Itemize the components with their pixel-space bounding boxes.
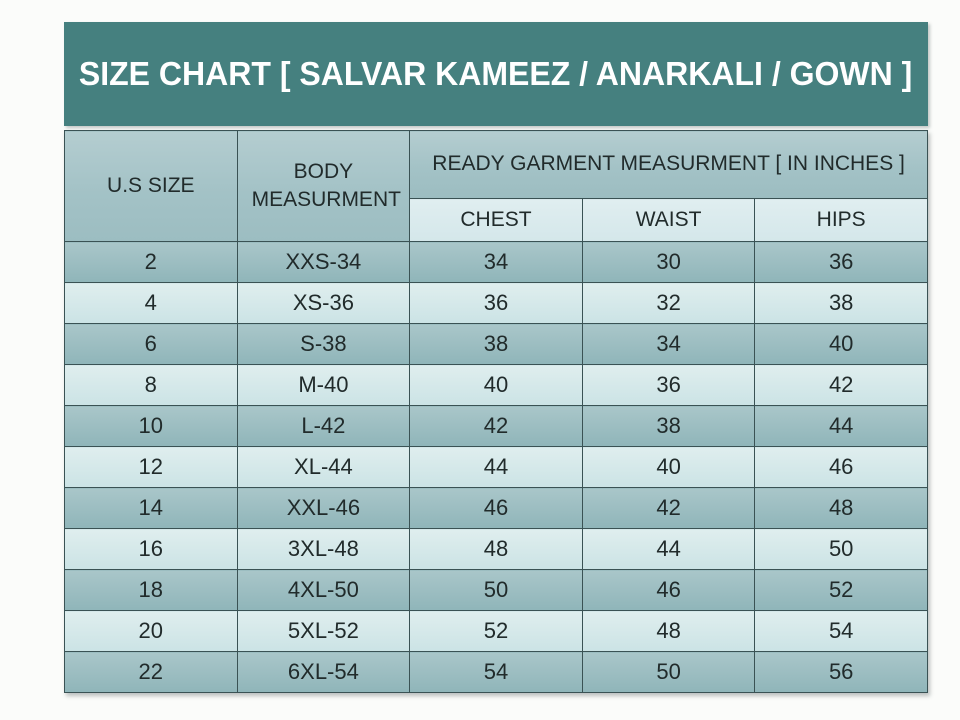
table-row: 14 XXL-46 46 42 48 bbox=[64, 487, 928, 529]
table-cell: L-42 bbox=[236, 405, 411, 447]
col-header-us-size: U.S SIZE bbox=[64, 130, 238, 242]
table-cell: XXS-34 bbox=[236, 241, 411, 283]
table-cell: 36 bbox=[409, 282, 583, 324]
table-cell: 50 bbox=[409, 569, 583, 611]
table-cell: 44 bbox=[581, 528, 756, 570]
table-cell: 12 bbox=[64, 446, 238, 488]
table-cell: 44 bbox=[409, 446, 583, 488]
table-header: U.S SIZE BODY MEASURMENT READY GARMENT M… bbox=[64, 130, 928, 242]
table-cell: 38 bbox=[581, 405, 756, 447]
table-cell: 34 bbox=[581, 323, 756, 365]
table-row: 6 S-38 38 34 40 bbox=[64, 323, 928, 365]
table-cell: 14 bbox=[64, 487, 238, 529]
table-row: 12 XL-44 44 40 46 bbox=[64, 446, 928, 488]
table-cell: 38 bbox=[754, 282, 928, 324]
size-chart-sheet: SIZE CHART [ SALVAR KAMEEZ / ANARKALI / … bbox=[64, 22, 928, 693]
table-cell: 40 bbox=[754, 323, 928, 365]
table-row: 16 3XL-48 48 44 50 bbox=[64, 528, 928, 570]
table-cell: 36 bbox=[754, 241, 928, 283]
table-cell: 22 bbox=[64, 651, 238, 693]
table-cell: 56 bbox=[754, 651, 928, 693]
col-header-hips: HIPS bbox=[754, 198, 928, 242]
table-row: 18 4XL-50 50 46 52 bbox=[64, 569, 928, 611]
table-row: 22 6XL-54 54 50 56 bbox=[64, 651, 928, 693]
table-cell: XXL-46 bbox=[236, 487, 411, 529]
table-cell: 4 bbox=[64, 282, 238, 324]
size-chart-table: U.S SIZE BODY MEASURMENT READY GARMENT M… bbox=[64, 130, 928, 693]
table-row: 2 XXS-34 34 30 36 bbox=[64, 241, 928, 283]
table-cell: 18 bbox=[64, 569, 238, 611]
table-cell: 3XL-48 bbox=[236, 528, 411, 570]
table-cell: 46 bbox=[754, 446, 928, 488]
table-cell: 6XL-54 bbox=[236, 651, 411, 693]
table-row: 20 5XL-52 52 48 54 bbox=[64, 610, 928, 652]
table-cell: 42 bbox=[409, 405, 583, 447]
table-cell: 30 bbox=[581, 241, 756, 283]
table-cell: 46 bbox=[581, 569, 756, 611]
table-cell: XS-36 bbox=[236, 282, 411, 324]
table-cell: 46 bbox=[409, 487, 583, 529]
table-cell: S-38 bbox=[236, 323, 411, 365]
table-cell: 42 bbox=[581, 487, 756, 529]
col-header-waist: WAIST bbox=[581, 198, 756, 242]
table-row: 10 L-42 42 38 44 bbox=[64, 405, 928, 447]
table-cell: 48 bbox=[754, 487, 928, 529]
col-header-body-measurement: BODY MEASURMENT bbox=[236, 130, 411, 242]
table-cell: 6 bbox=[64, 323, 238, 365]
table-cell: 32 bbox=[581, 282, 756, 324]
table-cell: 8 bbox=[64, 364, 238, 406]
table-cell: 40 bbox=[581, 446, 756, 488]
table-cell: M-40 bbox=[236, 364, 411, 406]
table-cell: 50 bbox=[754, 528, 928, 570]
table-cell: 44 bbox=[754, 405, 928, 447]
table-cell: 42 bbox=[754, 364, 928, 406]
table-row: 8 M-40 40 36 42 bbox=[64, 364, 928, 406]
table-cell: 54 bbox=[409, 651, 583, 693]
table-cell: XL-44 bbox=[236, 446, 411, 488]
table-cell: 54 bbox=[754, 610, 928, 652]
table-row: 4 XS-36 36 32 38 bbox=[64, 282, 928, 324]
table-cell: 16 bbox=[64, 528, 238, 570]
table-cell: 4XL-50 bbox=[236, 569, 411, 611]
table-cell: 48 bbox=[581, 610, 756, 652]
table-cell: 50 bbox=[581, 651, 756, 693]
table-cell: 20 bbox=[64, 610, 238, 652]
title-banner: SIZE CHART [ SALVAR KAMEEZ / ANARKALI / … bbox=[64, 22, 928, 126]
table-cell: 2 bbox=[64, 241, 238, 283]
table-cell: 36 bbox=[581, 364, 756, 406]
page-title: SIZE CHART [ SALVAR KAMEEZ / ANARKALI / … bbox=[79, 55, 913, 92]
table-cell: 48 bbox=[409, 528, 583, 570]
table-cell: 5XL-52 bbox=[236, 610, 411, 652]
table-cell: 40 bbox=[409, 364, 583, 406]
table-cell: 52 bbox=[754, 569, 928, 611]
col-header-chest: CHEST bbox=[409, 198, 583, 242]
table-body: 2 XXS-34 34 30 36 4 XS-36 36 32 38 6 S-38 38 34 40 8 M-4… bbox=[64, 241, 928, 693]
table-cell: 10 bbox=[64, 405, 238, 447]
table-cell: 38 bbox=[409, 323, 583, 365]
col-header-ready-garment-group: READY GARMENT MEASURMENT [ IN INCHES ] bbox=[409, 130, 928, 199]
table-cell: 34 bbox=[409, 241, 583, 283]
table-cell: 52 bbox=[409, 610, 583, 652]
